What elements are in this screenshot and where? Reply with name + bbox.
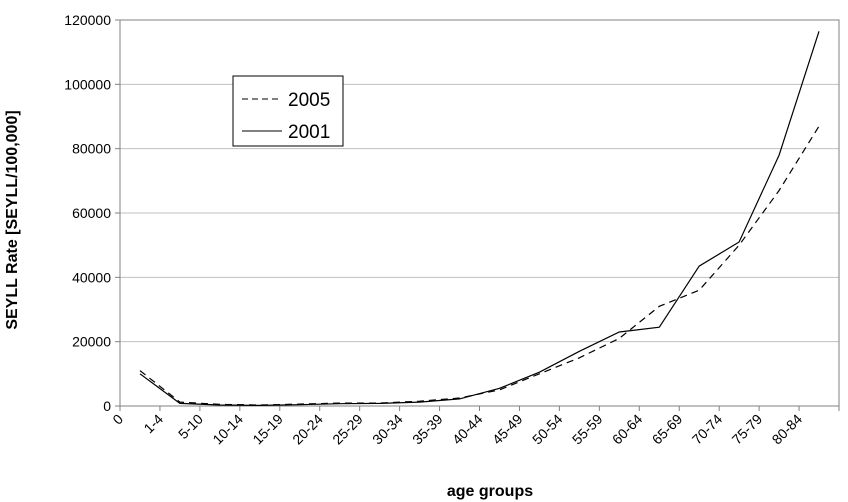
y-tick-label: 120000: [64, 12, 111, 28]
y-axis-title: SEYLL Rate [SEYLL/100,000]: [4, 110, 21, 329]
y-tick-label: 0: [103, 398, 111, 414]
x-tick-label: 30-34: [369, 411, 406, 448]
y-tick-label: 80000: [72, 141, 111, 157]
x-tick-label: 35-39: [409, 411, 446, 448]
x-tick-label: 70-74: [689, 411, 726, 448]
legend-label-2005: 2005: [288, 90, 330, 111]
x-tick-label: 1-4: [140, 411, 166, 437]
x-axis-ticks: 0 1-4 5-10 10-14 15-19 20-24 25-29 30-34 35-39 40…: [109, 406, 840, 448]
y-tick-label: 40000: [72, 269, 111, 285]
x-tick-label: 10-14: [209, 411, 246, 448]
x-tick-label: 50-54: [529, 411, 566, 448]
x-tick-label: 0: [109, 411, 126, 428]
series-lines: [139, 31, 820, 407]
x-tick-label: 40-44: [449, 411, 486, 448]
x-tick-label: 60-64: [609, 411, 646, 448]
x-tick-label: 25-29: [329, 411, 366, 448]
y-tick-label: 100000: [64, 76, 111, 92]
x-tick-label: 20-24: [289, 411, 326, 448]
x-tick-label: 65-69: [649, 411, 686, 448]
y-tick-label: 60000: [72, 205, 111, 221]
series-line-2001: [139, 31, 820, 407]
x-axis-title: age groups: [447, 483, 533, 500]
legend-label-2001: 2001: [288, 122, 330, 143]
x-tick-label: 80-84: [769, 411, 806, 448]
x-tick-label: 75-79: [729, 411, 766, 448]
y-tick-label: 20000: [72, 334, 111, 350]
x-tick-label: 45-49: [489, 411, 526, 448]
legend-box: [232, 75, 344, 147]
y-axis-ticks: 0 20000 40000 60000 80000 100000 120000: [64, 12, 120, 414]
x-tick-label: 5-10: [175, 411, 206, 442]
series-line-2005: [139, 125, 820, 406]
x-tick-label: 55-59: [569, 411, 606, 448]
gridlines: [120, 83, 839, 343]
x-tick-label: 15-19: [249, 411, 286, 448]
legend: 2005 2001: [232, 75, 344, 147]
